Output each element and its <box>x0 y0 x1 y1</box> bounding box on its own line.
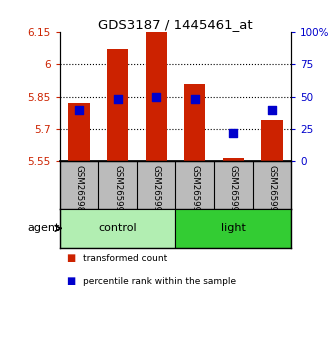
Bar <box>184 84 205 161</box>
Point <box>154 94 159 99</box>
Bar <box>68 103 89 161</box>
Point <box>115 96 120 102</box>
Text: ■: ■ <box>66 253 75 263</box>
Text: GSM265995: GSM265995 <box>190 165 199 218</box>
Point <box>192 96 197 102</box>
Point <box>231 130 236 136</box>
Text: agent: agent <box>27 223 60 233</box>
Bar <box>175 209 291 248</box>
Bar <box>107 49 128 161</box>
Text: GSM265996: GSM265996 <box>229 165 238 218</box>
Text: GSM265998: GSM265998 <box>152 165 161 218</box>
Text: control: control <box>98 223 137 233</box>
Point <box>76 107 81 113</box>
Point <box>269 107 275 113</box>
Text: GSM265993: GSM265993 <box>113 165 122 218</box>
Bar <box>60 209 175 248</box>
Bar <box>146 32 167 161</box>
Text: GSM265997: GSM265997 <box>267 165 276 218</box>
Text: percentile rank within the sample: percentile rank within the sample <box>83 277 236 286</box>
Text: transformed count: transformed count <box>83 254 167 263</box>
Bar <box>261 120 283 161</box>
Text: ■: ■ <box>66 276 75 286</box>
Text: GSM265984: GSM265984 <box>74 165 83 218</box>
Text: light: light <box>221 223 246 233</box>
Bar <box>223 158 244 161</box>
Title: GDS3187 / 1445461_at: GDS3187 / 1445461_at <box>98 18 253 31</box>
